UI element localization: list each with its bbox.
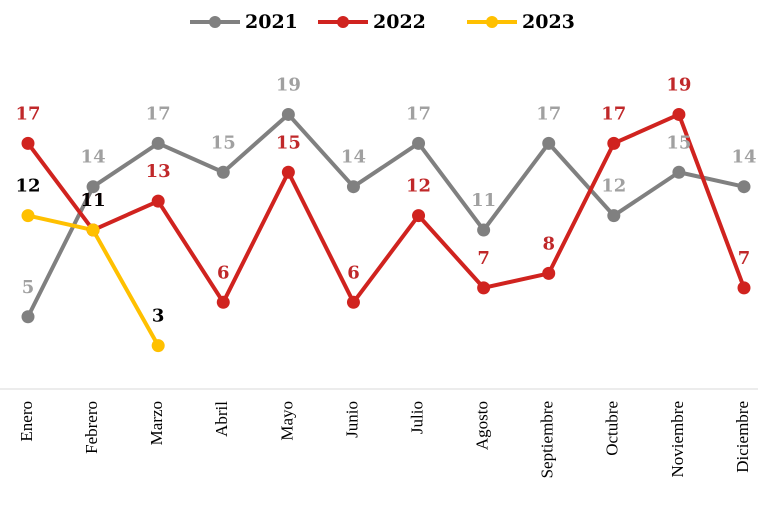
data-label: 14: [731, 147, 756, 168]
point: [412, 136, 426, 150]
data-label: 11: [81, 190, 106, 211]
data-label: 17: [146, 103, 171, 124]
legend-label: 2021: [245, 11, 298, 33]
point: [151, 136, 165, 150]
data-label: 7: [738, 248, 751, 269]
point: [607, 209, 621, 223]
point: [151, 339, 165, 353]
point: [477, 223, 491, 237]
point: [412, 209, 426, 223]
point: [737, 281, 751, 295]
data-label: 19: [276, 74, 301, 95]
legend-label: 2022: [373, 11, 426, 33]
x-tick-label: Febrero: [82, 401, 101, 454]
data-label: 6: [347, 262, 360, 283]
legend-marker: [337, 16, 349, 28]
data-label: 13: [146, 161, 171, 182]
legend-marker: [486, 16, 498, 28]
x-tick-label: Abril: [212, 401, 231, 437]
x-tick-label: Diciembre: [733, 401, 752, 473]
x-tick-label: Enero: [17, 401, 36, 442]
series-line: [26, 112, 745, 318]
data-label: 15: [666, 132, 691, 153]
data-label: 15: [276, 132, 301, 153]
point: [607, 136, 621, 150]
point: [21, 136, 35, 150]
point: [151, 194, 165, 208]
data-label: 12: [406, 176, 431, 197]
data-label: 14: [341, 147, 366, 168]
point: [672, 107, 686, 121]
legend-label: 2023: [522, 11, 575, 33]
data-label: 17: [536, 103, 561, 124]
legend-marker: [209, 16, 221, 28]
data-label: 17: [15, 103, 40, 124]
point: [216, 295, 230, 309]
data-label: 11: [471, 190, 496, 211]
data-label: 8: [542, 233, 555, 254]
x-tick-label: Noviembre: [668, 401, 687, 477]
data-label: 12: [601, 176, 626, 197]
point: [281, 107, 295, 121]
point: [281, 165, 295, 179]
point: [542, 266, 556, 280]
point: [477, 281, 491, 295]
data-label: 5: [22, 277, 35, 298]
data-label: 12: [15, 176, 40, 197]
x-tick-label: Agosto: [473, 401, 492, 450]
point: [86, 223, 100, 237]
point: [21, 310, 35, 324]
data-label: 15: [211, 132, 236, 153]
x-tick-label: Octubre: [603, 401, 622, 456]
x-tick-label: Marzo: [147, 401, 166, 445]
x-tick-label: Julio: [407, 401, 426, 434]
x-tick-label: Septiembre: [538, 401, 557, 478]
data-label: 14: [81, 147, 106, 168]
data-label: 3: [152, 306, 165, 327]
point: [86, 180, 100, 194]
point: [737, 180, 751, 194]
data-label: 17: [601, 103, 626, 124]
series-line: [26, 112, 746, 305]
data-label: 6: [217, 262, 230, 283]
point: [542, 136, 556, 150]
data-label: 11: [81, 190, 106, 211]
data-label: 7: [477, 248, 490, 269]
data-label: 17: [406, 103, 431, 124]
x-tick-label: Junio: [342, 401, 361, 438]
point: [21, 209, 35, 223]
data-label: 19: [666, 74, 691, 95]
x-tick-label: Mayo: [277, 401, 296, 441]
point: [672, 165, 686, 179]
point: [346, 295, 360, 309]
point: [346, 180, 360, 194]
point: [216, 165, 230, 179]
